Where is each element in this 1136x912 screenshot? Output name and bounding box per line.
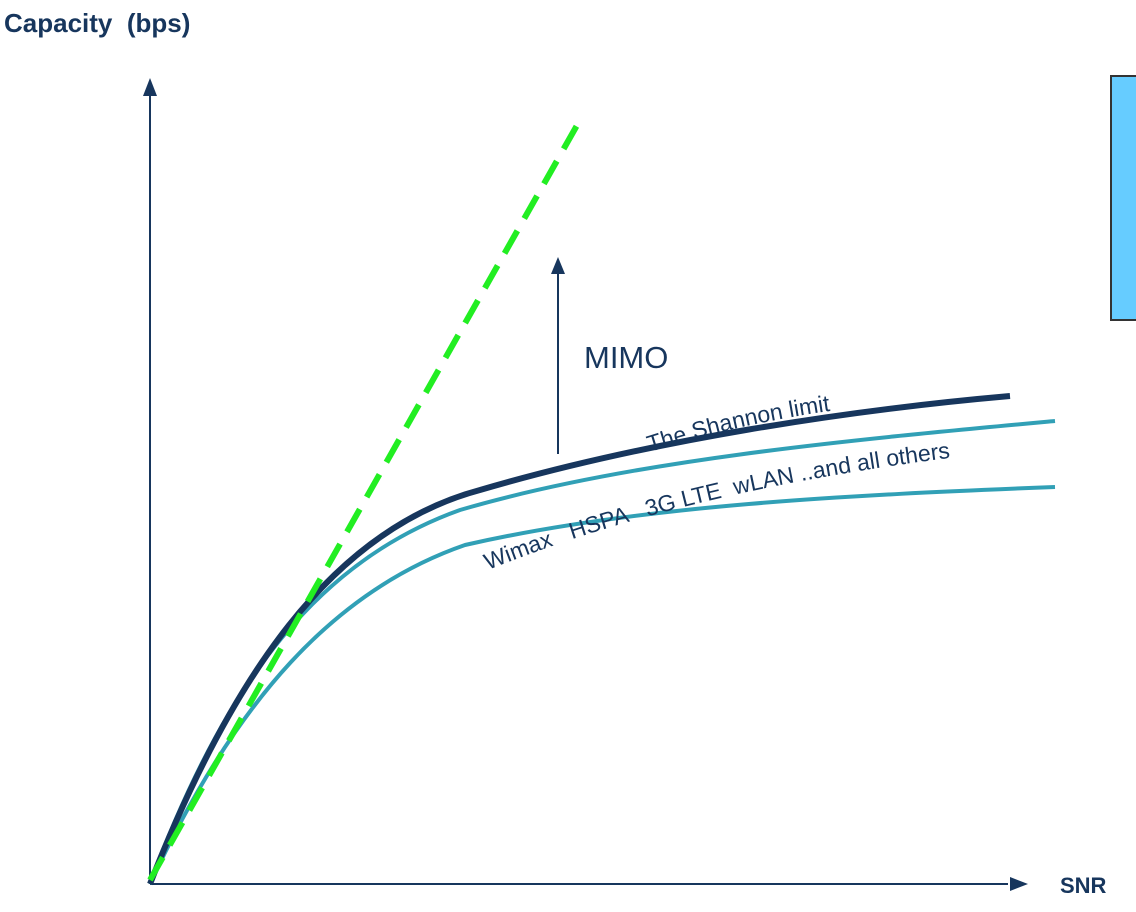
mimo-label: MIMO [584,340,668,375]
y-axis-arrowhead [143,78,157,96]
y-axis-label: Capacity (bps) [4,8,190,38]
mimo-arrowhead [551,257,565,274]
technologies-label: Wimax HSPA 3G LTE wLAN ..and all others [480,437,951,575]
technology-curve-upper [148,419,1056,885]
info-box [1110,75,1136,321]
mimo-dashed-line [147,118,583,882]
shannon-limit-curve [147,393,1011,886]
x-axis-label: SNR [1060,873,1107,898]
x-axis-arrowhead [1010,877,1028,891]
technology-curve-lower [148,485,1056,885]
